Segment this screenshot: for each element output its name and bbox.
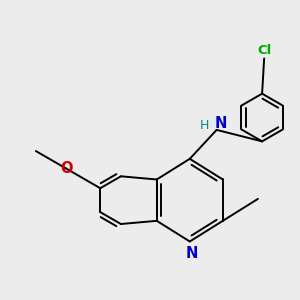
Text: Cl: Cl xyxy=(257,44,271,57)
Text: O: O xyxy=(60,161,73,176)
Text: N: N xyxy=(214,116,227,131)
Text: N: N xyxy=(186,246,198,261)
Text: H: H xyxy=(200,119,209,132)
